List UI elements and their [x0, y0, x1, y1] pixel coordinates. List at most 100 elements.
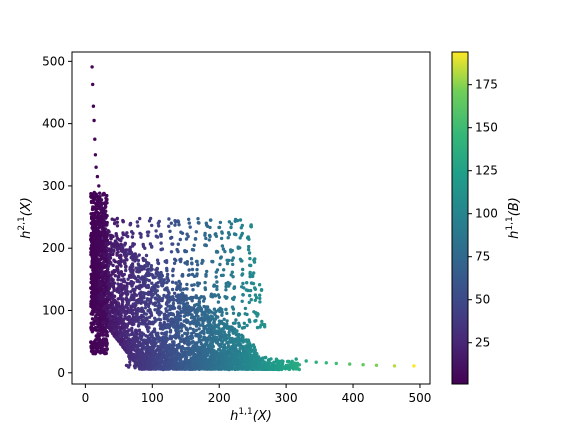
- data-point: [147, 315, 152, 319]
- data-point: [181, 295, 185, 300]
- data-point: [231, 346, 235, 351]
- data-point: [190, 347, 194, 351]
- data-point: [124, 329, 128, 333]
- data-point: [178, 314, 183, 318]
- data-point: [253, 298, 257, 302]
- data-point: [108, 328, 113, 333]
- data-point: [94, 229, 98, 233]
- data-point: [204, 309, 208, 313]
- data-point: [185, 305, 189, 309]
- data-point: [195, 267, 199, 272]
- data-point: [92, 346, 96, 350]
- data-point: [166, 277, 170, 282]
- data-point: [108, 233, 113, 238]
- data-point: [241, 340, 245, 344]
- data-point: [114, 268, 118, 273]
- data-point: [233, 321, 237, 325]
- data-point: [228, 336, 232, 341]
- data-point: [227, 284, 231, 288]
- data-point: [176, 242, 180, 246]
- data-point: [94, 266, 98, 271]
- data-point: [198, 339, 202, 343]
- data-point: [119, 282, 123, 287]
- data-point: [195, 259, 199, 264]
- data-point: [90, 312, 95, 316]
- data-point: [120, 319, 125, 323]
- data-point: [134, 293, 139, 297]
- data-point: [139, 235, 143, 239]
- data-point: [135, 220, 139, 224]
- data-point: [179, 337, 184, 341]
- data-point: [143, 274, 147, 278]
- data-point: [105, 282, 110, 286]
- data-point: [98, 344, 103, 348]
- data-point: [144, 253, 149, 258]
- data-point: [254, 318, 258, 323]
- data-point: [185, 262, 189, 266]
- data-point: [207, 335, 211, 339]
- data-point: [215, 335, 219, 340]
- data-point: [131, 288, 135, 292]
- data-point: [162, 336, 167, 341]
- data-point: [99, 268, 104, 272]
- data-point: [114, 336, 119, 340]
- data-point: [101, 320, 105, 325]
- data-point: [141, 281, 146, 285]
- data-point: [189, 316, 194, 320]
- data-point: [172, 261, 177, 265]
- data-point: [232, 342, 236, 346]
- data-point: [139, 337, 143, 341]
- data-point: [108, 260, 112, 264]
- data-point: [140, 345, 145, 349]
- data-point: [215, 339, 220, 344]
- data-point: [121, 220, 126, 224]
- data-point: [110, 281, 115, 286]
- data-point: [141, 256, 145, 261]
- data-point: [190, 247, 195, 252]
- data-point: [146, 304, 151, 309]
- data-point: [112, 221, 117, 226]
- data-point: [208, 338, 213, 342]
- data-point: [91, 351, 96, 356]
- data-point: [240, 345, 244, 349]
- data-point: [193, 237, 198, 241]
- data-point: [204, 243, 208, 248]
- data-point: [201, 321, 205, 325]
- data-point: [103, 285, 107, 289]
- data-point: [223, 338, 227, 342]
- data-point: [126, 277, 130, 281]
- data-point: [93, 251, 98, 255]
- data-point: [173, 315, 178, 320]
- data-point: [171, 273, 175, 278]
- data-point: [128, 247, 132, 252]
- data-point: [98, 351, 103, 355]
- data-point: [145, 261, 149, 265]
- data-point: [210, 259, 215, 264]
- data-point: [109, 302, 113, 307]
- data-point: [97, 263, 101, 268]
- data-point: [91, 205, 95, 209]
- data-point: [174, 281, 178, 285]
- data-point: [202, 295, 206, 299]
- data-point: [220, 313, 224, 317]
- data-point: [237, 312, 241, 316]
- data-point: [229, 248, 233, 252]
- data-point: [146, 233, 150, 238]
- data-point: [172, 291, 177, 295]
- data-point: [258, 296, 262, 301]
- data-point: [206, 319, 210, 324]
- data-point: [94, 281, 98, 285]
- data-point: [186, 234, 190, 239]
- data-point: [257, 283, 262, 287]
- data-point: [97, 310, 101, 315]
- data-point: [195, 263, 200, 267]
- data-point: [123, 316, 127, 320]
- data-point: [177, 223, 181, 227]
- data-point: [104, 263, 108, 267]
- data-point: [151, 274, 155, 279]
- data-point: [232, 295, 236, 299]
- data-point: [141, 332, 146, 336]
- data-point: [119, 341, 123, 345]
- data-point: [197, 335, 201, 339]
- data-point: [129, 280, 133, 284]
